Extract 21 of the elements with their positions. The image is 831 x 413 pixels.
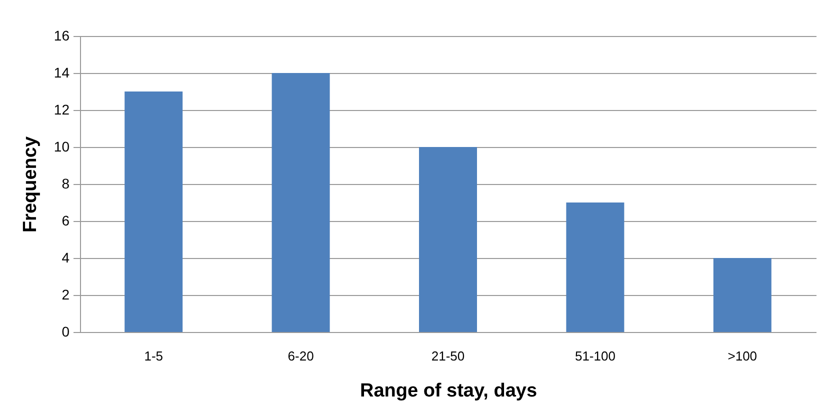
bar xyxy=(419,147,477,332)
y-tick-label: 14 xyxy=(54,64,70,80)
y-tick-label: 4 xyxy=(62,250,70,266)
x-tick-label: >100 xyxy=(728,348,758,364)
x-axis-title: Range of stay, days xyxy=(360,380,538,402)
y-tick-label: 10 xyxy=(54,138,70,154)
x-tick-label: 51-100 xyxy=(574,348,616,364)
y-tick-label: 2 xyxy=(62,286,70,302)
bar xyxy=(713,258,772,332)
y-tick-label: 16 xyxy=(54,28,70,44)
y-tick-label: 12 xyxy=(54,102,70,118)
x-tick-label: 1-5 xyxy=(144,348,163,364)
bar xyxy=(566,202,624,332)
bar xyxy=(272,73,330,332)
y-axis-title: Frequency xyxy=(20,136,41,233)
x-tick-label: 6-20 xyxy=(288,348,314,364)
x-tick-label: 21-50 xyxy=(431,348,465,364)
y-tick-label: 6 xyxy=(62,212,70,228)
y-tick-label: 8 xyxy=(62,176,70,192)
y-tick-label: 0 xyxy=(62,324,70,340)
bar xyxy=(124,92,183,332)
